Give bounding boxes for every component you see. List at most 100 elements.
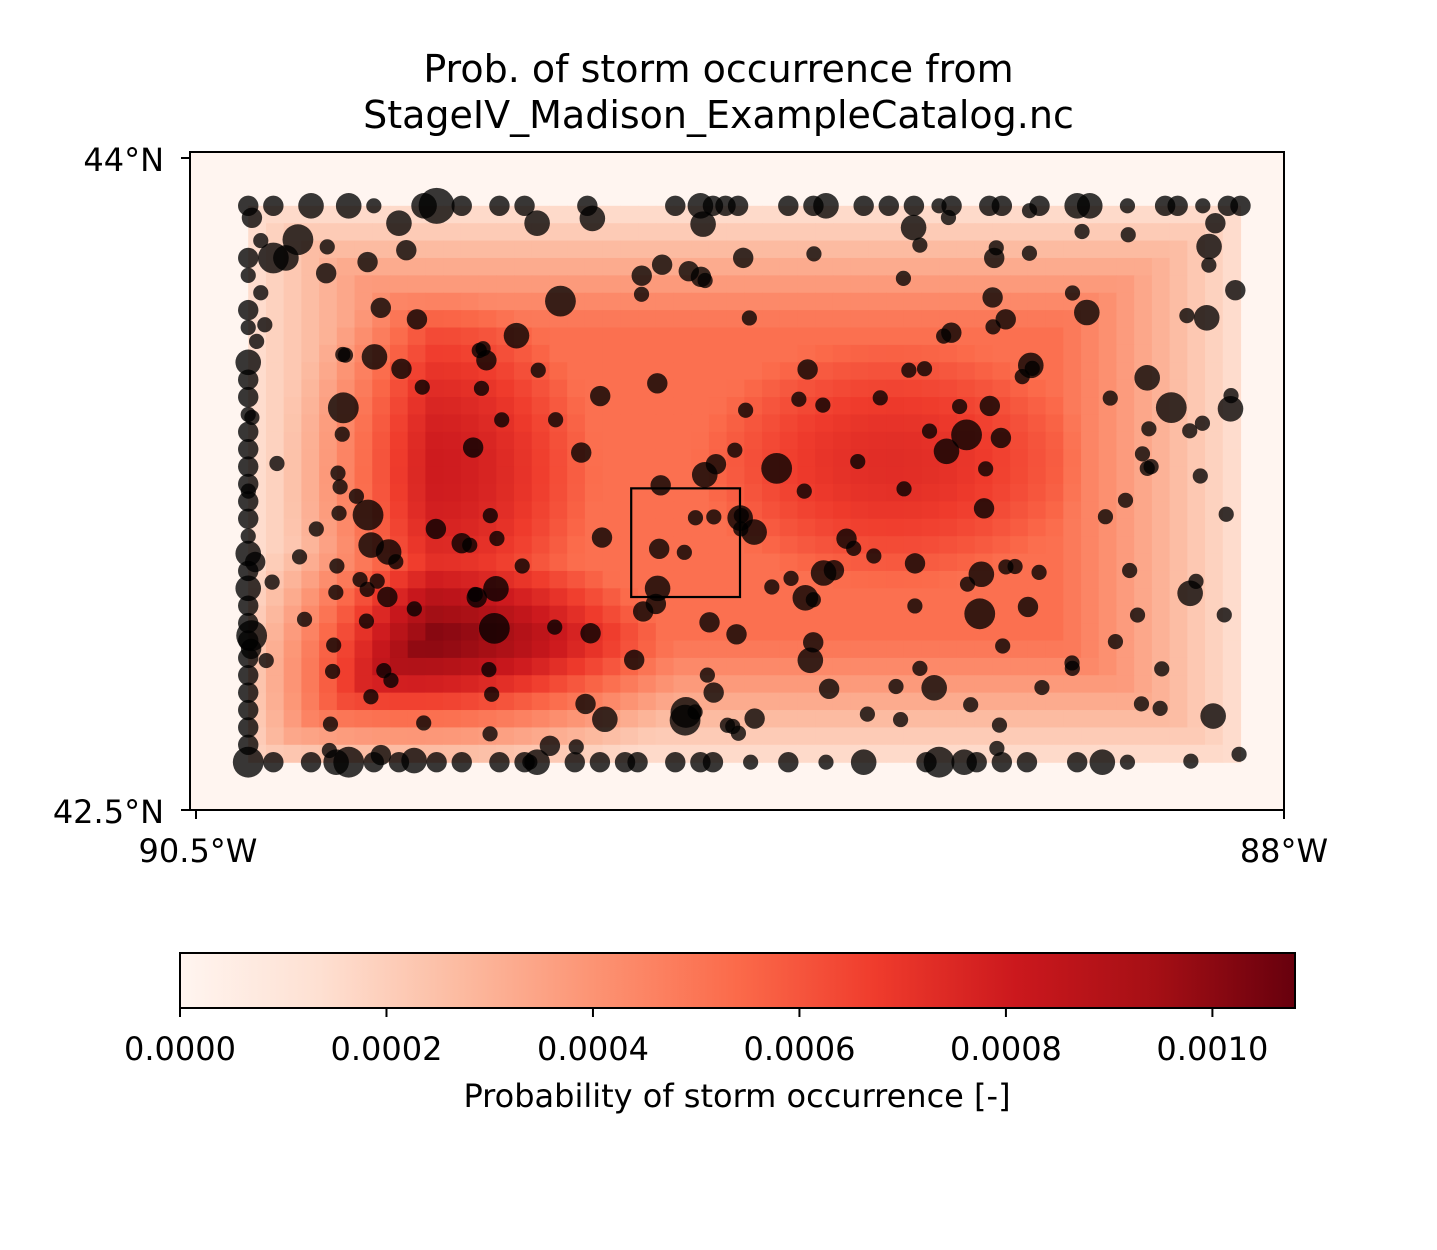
heatmap-cell <box>974 710 994 729</box>
heatmap-cell <box>301 344 320 363</box>
heatmap-cell <box>1045 484 1064 502</box>
heatmap-cell <box>815 327 834 346</box>
heatmap-cell <box>691 414 710 433</box>
heatmap-cell <box>265 327 285 346</box>
heatmap-cell <box>1187 449 1206 468</box>
storm-center-point <box>330 465 346 481</box>
heatmap-cell <box>1045 570 1064 589</box>
heatmap-cell <box>726 379 745 398</box>
heatmap-cell <box>939 518 958 537</box>
storm-center-point <box>414 379 430 395</box>
storm-center-point <box>462 437 484 458</box>
heatmap-cell <box>1151 327 1171 346</box>
heatmap-cell <box>921 518 940 537</box>
heatmap-cell <box>638 327 657 346</box>
heatmap-cell <box>939 605 958 624</box>
heatmap-cell <box>620 623 639 642</box>
heatmap-cell <box>1081 431 1100 450</box>
heatmap-cell <box>708 414 728 433</box>
heatmap-cell <box>974 536 994 555</box>
heatmap-cell <box>301 657 320 676</box>
heatmap-cell <box>319 536 338 555</box>
heatmap-cell <box>1222 257 1242 276</box>
heatmap-cell <box>1116 536 1135 555</box>
heatmap-cell <box>691 727 710 746</box>
storm-center-point <box>426 751 447 773</box>
storm-center-point <box>1155 392 1187 424</box>
heatmap-cell <box>301 640 320 659</box>
heatmap-cell <box>708 570 728 589</box>
heatmap-cell <box>1205 379 1224 398</box>
heatmap-cell <box>1010 292 1029 311</box>
heatmap-cell <box>903 292 923 311</box>
heatmap-cell <box>638 553 657 572</box>
heatmap-cell <box>1098 310 1118 329</box>
heatmap-cell <box>531 431 551 450</box>
storm-center-point <box>1194 415 1211 431</box>
heatmap-cell <box>319 205 338 224</box>
heatmap-cell <box>1081 240 1100 259</box>
heatmap-cell <box>265 710 285 729</box>
heatmap-cell <box>584 310 604 329</box>
heatmap-cell <box>1045 536 1064 555</box>
storm-center-point <box>590 385 611 407</box>
heatmap-cell <box>886 744 905 763</box>
heatmap-cell <box>496 657 515 676</box>
heatmap-cell <box>1027 536 1047 555</box>
heatmap-cell <box>779 553 799 572</box>
heatmap-cell <box>1027 327 1047 346</box>
heatmap-cell <box>620 710 639 729</box>
heatmap-cell <box>1081 257 1100 276</box>
heatmap-cell <box>1098 414 1118 433</box>
heatmap-cell <box>549 692 568 711</box>
heatmap-cell <box>1169 344 1188 363</box>
heatmap-cell <box>1045 727 1064 746</box>
heatmap-cell <box>478 275 497 294</box>
heatmap-cell <box>1063 518 1082 537</box>
heatmap-cell <box>939 397 958 416</box>
heatmap-cell <box>389 484 409 502</box>
storm-center-point <box>741 519 767 545</box>
heatmap-cell <box>1205 344 1224 363</box>
heatmap-cell <box>514 240 533 259</box>
heatmap-cell <box>407 657 427 676</box>
heatmap-cell <box>1169 466 1188 485</box>
storm-center-point <box>282 224 314 256</box>
heatmap-cell <box>283 205 302 224</box>
heatmap-cell <box>1205 657 1224 676</box>
storm-center-point <box>706 509 722 525</box>
heatmap-cell <box>673 518 692 537</box>
heatmap-cell <box>319 692 338 711</box>
heatmap-cell <box>407 397 427 416</box>
heatmap-cell <box>1081 623 1100 642</box>
heatmap-cell <box>744 692 763 711</box>
y-tick-label-44N: 44°N <box>83 141 164 179</box>
heatmap-cell <box>1222 466 1242 485</box>
heatmap-cell <box>584 588 604 607</box>
heatmap-cell <box>496 449 515 468</box>
heatmap-cell <box>903 536 923 555</box>
heatmap-cell <box>638 310 657 329</box>
heatmap-cell <box>815 223 834 242</box>
heatmap-cell <box>1045 640 1064 659</box>
heatmap-cell <box>886 344 905 363</box>
heatmap-cell <box>443 501 462 520</box>
storm-center-point <box>1200 703 1226 729</box>
heatmap-cell <box>673 657 692 676</box>
storm-center-point <box>1179 308 1195 324</box>
heatmap-cell <box>850 570 869 589</box>
storm-center-point <box>363 689 379 705</box>
heatmap-cell <box>638 710 657 729</box>
heatmap-cell <box>691 397 710 416</box>
heatmap-cell <box>850 466 869 485</box>
heatmap-cell <box>992 570 1011 589</box>
colorbar-tick-label: 0.0002 <box>330 1030 442 1068</box>
heatmap-cell <box>567 223 586 242</box>
heatmap-cell <box>638 640 657 659</box>
heatmap-cell <box>779 518 799 537</box>
heatmap-cell <box>673 605 692 624</box>
storm-center-point <box>978 461 994 477</box>
heatmap-cell <box>1187 605 1206 624</box>
heatmap-cell <box>992 657 1011 676</box>
storm-center-point <box>727 442 743 458</box>
